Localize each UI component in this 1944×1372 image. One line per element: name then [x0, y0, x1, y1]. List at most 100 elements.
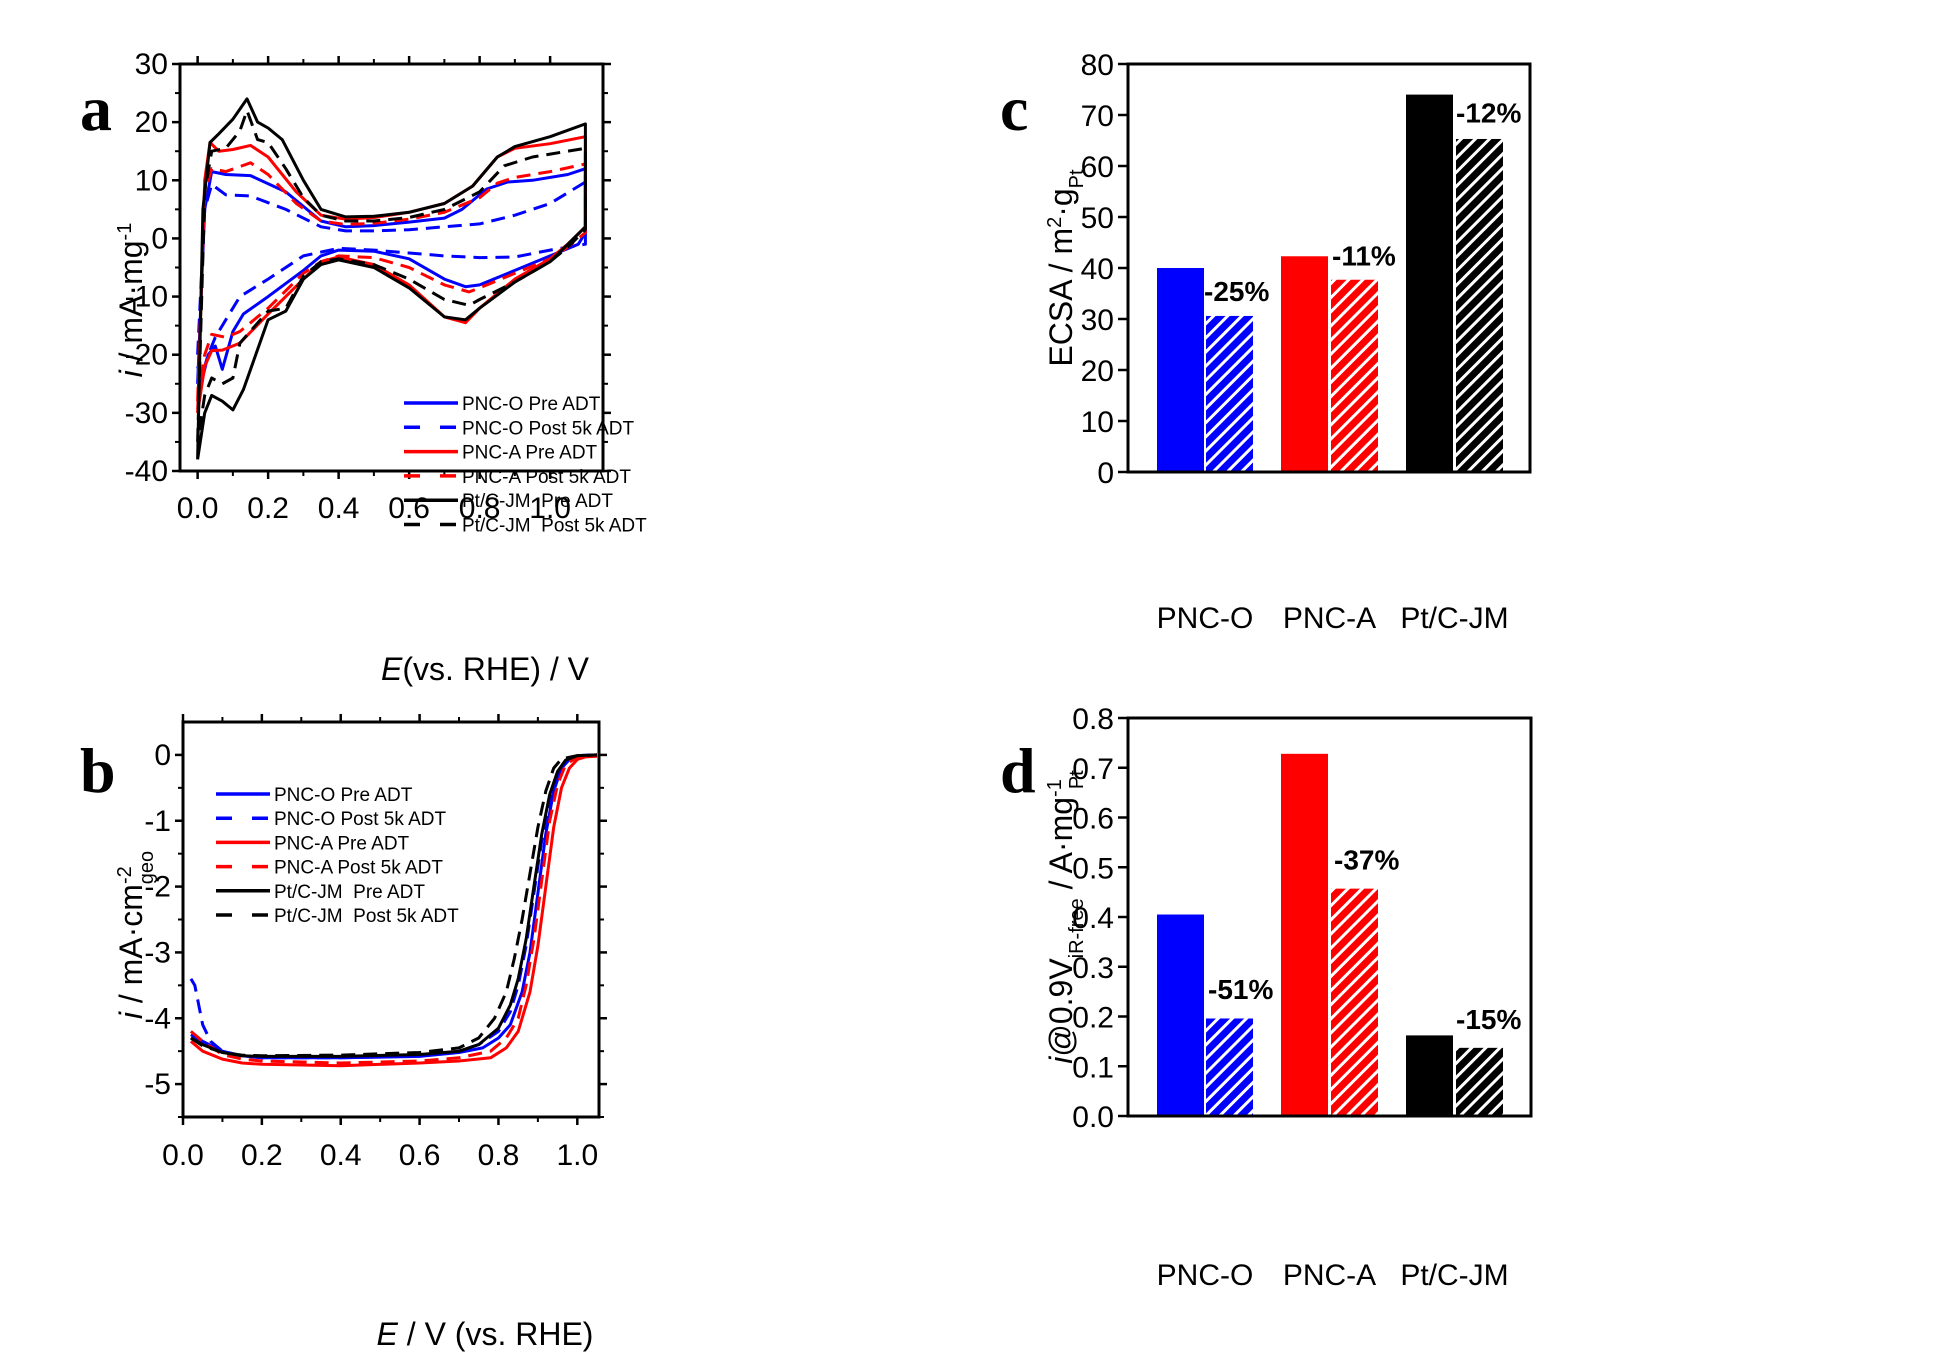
- y-tick-label-a: -10: [125, 281, 168, 314]
- category-label-c-2: Pt/C-JM: [1400, 602, 1508, 635]
- x-tick-label-a: 0.8: [459, 492, 501, 525]
- percent-change-label-d-0: -51%: [1208, 974, 1273, 1005]
- legend-label-b-0: PNC-O Pre ADT: [274, 785, 413, 806]
- y-tick-label-c: 80: [1081, 49, 1114, 82]
- percent-change-label-c-1: -11%: [1332, 240, 1396, 271]
- plot-a-frame: [178, 62, 605, 473]
- y-tick-label-b: -4: [144, 1002, 171, 1035]
- y-axis-label-b-symbol: i: [113, 1011, 149, 1019]
- x-tick-label-b: 0.8: [478, 1139, 520, 1172]
- bar-post-d-1: [1331, 888, 1378, 1116]
- panel-d-activity-bar-chart: d 0.0 0.1 0.2 0.3 0.4 0.5 0.6 0.7 0.8 PNC-O -51% PN…: [1000, 703, 1533, 1292]
- x-tick-label-a: 0.6: [388, 492, 430, 525]
- y-axis-label-d-sub1: iR-free: [1066, 898, 1088, 958]
- x-axis-label-b-symbol: E: [377, 1316, 399, 1352]
- bar-post-c-2: [1456, 138, 1503, 472]
- x-tick-label-a: 0.4: [318, 492, 360, 525]
- category-label-c-1: PNC-A: [1283, 602, 1376, 635]
- y-tick-label-c: 20: [1081, 355, 1114, 388]
- plot-c-frame: [1126, 62, 1532, 474]
- x-axis-label-a-symbol: E: [381, 651, 403, 687]
- panel-letter-b: b: [80, 735, 116, 806]
- y-tick-label-a: -20: [125, 339, 168, 372]
- legend-label-a-5: Pt/C-JM Post 5k ADT: [462, 516, 647, 537]
- category-label-d-2: Pt/C-JM: [1400, 1259, 1508, 1292]
- series-line-a-0: [196, 167, 587, 386]
- y-axis-label-d-sub2: Pt: [1066, 770, 1088, 789]
- y-tick-label-c: 50: [1081, 202, 1114, 235]
- x-tick-label-b: 1.0: [556, 1139, 598, 1172]
- y-tick-label-b: 0: [154, 739, 171, 772]
- y-axis-label-d-symbol: i: [1043, 1056, 1079, 1064]
- y-axis-label-b: i / mA·cm-2geo: [113, 851, 158, 1019]
- plot-area-d: 0.0 0.1 0.2 0.3 0.4 0.5 0.6 0.7 0.8 PNC-O -51% PNC-…: [1072, 703, 1533, 1292]
- y-axis-label-c: ECSA / m2·gPt: [1043, 169, 1088, 367]
- x-axis-label-b: E / V (vs. RHE): [377, 1316, 594, 1352]
- series-line-a-3: [196, 161, 587, 402]
- legend-label-b-2: PNC-A Pre ADT: [274, 833, 410, 854]
- y-axis-label-b-sup: -2: [114, 866, 136, 884]
- y-tick-label-a: -30: [125, 397, 168, 430]
- x-axis-label-a: E(vs. RHE) / V: [381, 651, 590, 687]
- bar-pre-c-1: [1281, 256, 1328, 472]
- x-tick-label-a: 0.0: [177, 492, 219, 525]
- y-tick-label-d: 0.0: [1072, 1101, 1114, 1134]
- y-tick-label-b: -5: [144, 1068, 171, 1101]
- x-tick-label-a: 0.2: [247, 492, 289, 525]
- legend-label-a-0: PNC-O Pre ADT: [462, 394, 601, 415]
- x-tick-label-b: 0.2: [241, 1139, 283, 1172]
- y-tick-label-d: 0.6: [1072, 803, 1114, 836]
- y-tick-label-c: 70: [1081, 100, 1114, 133]
- panel-letter-a: a: [80, 73, 112, 144]
- panel-letter-c: c: [1000, 73, 1028, 144]
- percent-change-label-c-2: -12%: [1456, 98, 1521, 129]
- y-axis-label-a-sup: -1: [114, 223, 136, 241]
- y-axis-label-b-sub: geo: [136, 851, 158, 884]
- y-axis-label-a-symbol: i: [113, 369, 149, 377]
- legend-label-a-1: PNC-O Post 5k ADT: [462, 418, 634, 439]
- x-axis-label-a-rest: (vs. RHE) / V: [402, 651, 589, 687]
- y-tick-label-d: 0.1: [1072, 1051, 1114, 1084]
- legend-label-b-4: Pt/C-JM Pre ADT: [274, 882, 425, 903]
- y-tick-label-a: 10: [135, 164, 168, 197]
- legend-a: PNC-O Pre ADT PNC-O Post 5k ADT PNC-A Pre …: [404, 394, 647, 537]
- bar-pre-d-1: [1281, 753, 1328, 1116]
- percent-change-label-d-1: -37%: [1334, 845, 1399, 876]
- y-tick-label-b: -1: [144, 805, 171, 838]
- bar-pre-d-2: [1406, 1035, 1453, 1116]
- bar-post-d-0: [1206, 1018, 1253, 1116]
- y-tick-label-a: 20: [135, 106, 168, 139]
- legend-label-a-4: Pt/C-JM Pre ADT: [462, 491, 613, 512]
- bar-post-d-2: [1456, 1047, 1503, 1116]
- plot-area-c: 0 10 20 30 40 50 60 70 80 PNC-O -25% PNC-A -11% Pt/C-…: [1081, 49, 1532, 635]
- category-label-d-1: PNC-A: [1283, 1259, 1376, 1292]
- panel-a-cv-chart: a 0.0 0.2 0.4 0.6 0.8 1.0 30 20 10 0 -10 -20 -30 -40 P…: [80, 48, 647, 687]
- x-tick-label-b: 0.6: [399, 1139, 441, 1172]
- x-tick-label-b: 0.0: [162, 1139, 204, 1172]
- y-tick-label-c: 0: [1097, 457, 1114, 490]
- y-tick-label-a: 30: [135, 48, 168, 81]
- legend-label-a-2: PNC-A Pre ADT: [462, 443, 598, 464]
- series-line-a-1: [196, 180, 587, 380]
- plot-d-frame: [1126, 716, 1533, 1118]
- series-line-b-2: [189, 754, 598, 1068]
- percent-change-label-d-2: -15%: [1456, 1004, 1521, 1035]
- y-tick-label-c: 60: [1081, 151, 1114, 184]
- series-line-b-4: [190, 753, 598, 1058]
- y-tick-label-d: 0.8: [1072, 703, 1114, 736]
- y-tick-label-d: 0.7: [1072, 753, 1114, 786]
- y-tick-label-d: 0.5: [1072, 852, 1114, 885]
- y-tick-label-b: -2: [144, 871, 171, 904]
- series-line-a-5: [196, 109, 587, 443]
- legend-label-b-1: PNC-O Post 5k ADT: [274, 809, 446, 830]
- y-axis-label-d: i@0.9ViR-free / A·mg-1Pt: [1043, 770, 1088, 1064]
- legend-b: PNC-O Pre ADT PNC-O Post 5k ADT PNC-A Pre …: [216, 785, 459, 927]
- y-tick-label-a: 0: [151, 222, 168, 255]
- y-tick-label-d: 0.2: [1072, 1002, 1114, 1035]
- y-tick-label-d: 0.4: [1072, 902, 1114, 935]
- x-tick-label-b: 0.4: [320, 1139, 362, 1172]
- y-axis-label-a: i / mA·mg-1: [113, 223, 149, 378]
- bar-post-c-0: [1206, 315, 1253, 472]
- legend-label-b-3: PNC-A Post 5k ADT: [274, 858, 443, 879]
